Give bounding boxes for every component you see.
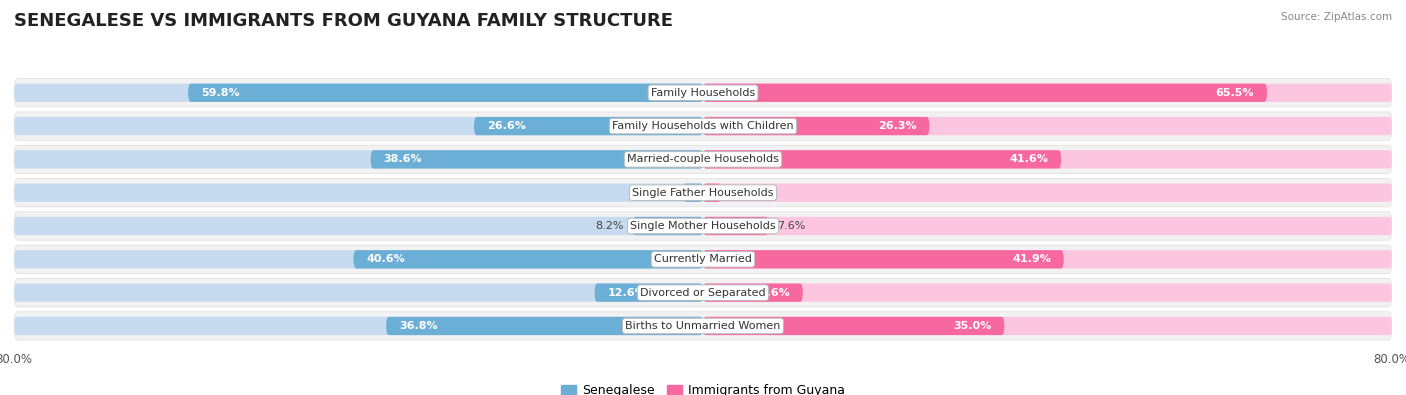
Text: Single Father Households: Single Father Households bbox=[633, 188, 773, 198]
Text: 7.6%: 7.6% bbox=[778, 221, 806, 231]
FancyBboxPatch shape bbox=[703, 217, 1392, 235]
FancyBboxPatch shape bbox=[14, 284, 703, 302]
Text: 38.6%: 38.6% bbox=[384, 154, 422, 164]
FancyBboxPatch shape bbox=[703, 117, 1392, 135]
Text: 26.6%: 26.6% bbox=[486, 121, 526, 131]
Text: Family Households with Children: Family Households with Children bbox=[612, 121, 794, 131]
Text: 2.3%: 2.3% bbox=[647, 188, 675, 198]
Text: SENEGALESE VS IMMIGRANTS FROM GUYANA FAMILY STRUCTURE: SENEGALESE VS IMMIGRANTS FROM GUYANA FAM… bbox=[14, 12, 673, 30]
FancyBboxPatch shape bbox=[387, 317, 703, 335]
FancyBboxPatch shape bbox=[703, 84, 1392, 102]
Text: Divorced or Separated: Divorced or Separated bbox=[640, 288, 766, 298]
FancyBboxPatch shape bbox=[703, 184, 1392, 202]
FancyBboxPatch shape bbox=[703, 150, 1392, 169]
Text: Births to Unmarried Women: Births to Unmarried Women bbox=[626, 321, 780, 331]
FancyBboxPatch shape bbox=[703, 217, 769, 235]
Text: 65.5%: 65.5% bbox=[1216, 88, 1254, 98]
FancyBboxPatch shape bbox=[683, 184, 703, 202]
FancyBboxPatch shape bbox=[353, 250, 703, 269]
FancyBboxPatch shape bbox=[14, 317, 703, 335]
FancyBboxPatch shape bbox=[14, 212, 1392, 240]
FancyBboxPatch shape bbox=[14, 112, 1392, 140]
FancyBboxPatch shape bbox=[14, 179, 1392, 207]
FancyBboxPatch shape bbox=[14, 184, 703, 202]
FancyBboxPatch shape bbox=[703, 284, 1392, 302]
Text: 2.1%: 2.1% bbox=[730, 188, 758, 198]
Text: 26.3%: 26.3% bbox=[877, 121, 917, 131]
FancyBboxPatch shape bbox=[633, 217, 703, 235]
FancyBboxPatch shape bbox=[14, 312, 1392, 340]
Text: 12.6%: 12.6% bbox=[607, 288, 647, 298]
FancyBboxPatch shape bbox=[14, 250, 703, 269]
FancyBboxPatch shape bbox=[14, 150, 703, 169]
FancyBboxPatch shape bbox=[474, 117, 703, 135]
FancyBboxPatch shape bbox=[14, 217, 703, 235]
Text: 8.2%: 8.2% bbox=[595, 221, 624, 231]
FancyBboxPatch shape bbox=[703, 317, 1392, 335]
Text: Single Mother Households: Single Mother Households bbox=[630, 221, 776, 231]
Text: 35.0%: 35.0% bbox=[953, 321, 991, 331]
FancyBboxPatch shape bbox=[703, 150, 1062, 169]
Text: 11.6%: 11.6% bbox=[751, 288, 790, 298]
FancyBboxPatch shape bbox=[595, 284, 703, 302]
FancyBboxPatch shape bbox=[703, 250, 1064, 269]
FancyBboxPatch shape bbox=[14, 84, 703, 102]
Text: 59.8%: 59.8% bbox=[201, 88, 239, 98]
FancyBboxPatch shape bbox=[14, 278, 1392, 307]
Text: Source: ZipAtlas.com: Source: ZipAtlas.com bbox=[1281, 12, 1392, 22]
FancyBboxPatch shape bbox=[703, 250, 1392, 269]
FancyBboxPatch shape bbox=[703, 284, 803, 302]
Legend: Senegalese, Immigrants from Guyana: Senegalese, Immigrants from Guyana bbox=[555, 379, 851, 395]
FancyBboxPatch shape bbox=[14, 245, 1392, 273]
FancyBboxPatch shape bbox=[14, 117, 703, 135]
Text: 41.6%: 41.6% bbox=[1010, 154, 1049, 164]
Text: Family Households: Family Households bbox=[651, 88, 755, 98]
FancyBboxPatch shape bbox=[371, 150, 703, 169]
Text: Currently Married: Currently Married bbox=[654, 254, 752, 264]
Text: Married-couple Households: Married-couple Households bbox=[627, 154, 779, 164]
Text: 36.8%: 36.8% bbox=[399, 321, 437, 331]
FancyBboxPatch shape bbox=[703, 117, 929, 135]
FancyBboxPatch shape bbox=[703, 184, 721, 202]
FancyBboxPatch shape bbox=[703, 84, 1267, 102]
FancyBboxPatch shape bbox=[14, 145, 1392, 173]
Text: 40.6%: 40.6% bbox=[367, 254, 405, 264]
FancyBboxPatch shape bbox=[188, 84, 703, 102]
FancyBboxPatch shape bbox=[703, 317, 1004, 335]
Text: 41.9%: 41.9% bbox=[1012, 254, 1050, 264]
FancyBboxPatch shape bbox=[14, 79, 1392, 107]
